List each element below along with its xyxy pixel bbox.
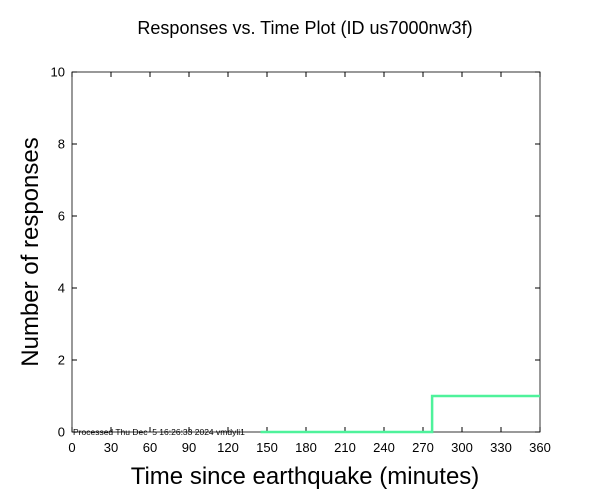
x-axis-label: Time since earthquake (minutes) xyxy=(131,463,480,490)
x-axis-ticks: 0 30 60 90 120 150 180 210 240 270 300 330 360 xyxy=(68,72,551,455)
y-tick-label: 8 xyxy=(58,137,65,152)
y-axis-label: Number of responses xyxy=(17,137,44,366)
chart-title: Responses vs. Time Plot (ID us7000nw3f) xyxy=(137,18,472,38)
y-tick-label: 6 xyxy=(58,209,65,224)
x-tick-label: 150 xyxy=(256,440,278,455)
x-tick-label: 120 xyxy=(217,440,239,455)
x-tick-label: 270 xyxy=(412,440,434,455)
x-tick-label: 240 xyxy=(373,440,395,455)
x-tick-label: 30 xyxy=(104,440,118,455)
x-tick-label: 360 xyxy=(529,440,551,455)
x-tick-label: 300 xyxy=(451,440,473,455)
y-tick-label: 10 xyxy=(51,65,65,80)
x-tick-label: 90 xyxy=(182,440,196,455)
x-tick-label: 210 xyxy=(334,440,356,455)
processed-annotation: Processed Thu Dec 5 16:26:33 2024 vmdyli… xyxy=(73,427,245,437)
plot-frame xyxy=(71,71,541,433)
y-tick-label: 2 xyxy=(58,353,65,368)
x-tick-label: 180 xyxy=(295,440,317,455)
series-layer xyxy=(260,394,540,434)
series-line-responses xyxy=(260,394,540,434)
x-tick-label: 60 xyxy=(143,440,157,455)
y-tick-label: 4 xyxy=(58,281,65,296)
y-tick-label: 0 xyxy=(58,425,65,440)
y-axis-ticks: 0 2 4 6 8 10 xyxy=(51,65,540,440)
x-tick-label: 0 xyxy=(68,440,75,455)
x-tick-label: 330 xyxy=(490,440,512,455)
